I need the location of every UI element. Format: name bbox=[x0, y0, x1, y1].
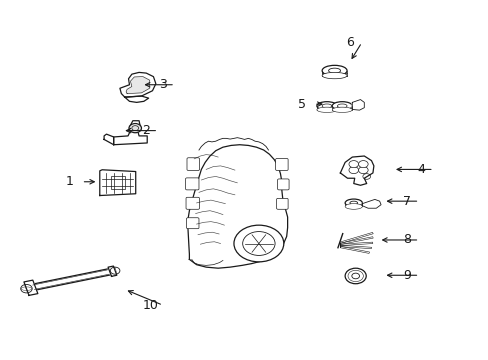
Text: 9: 9 bbox=[403, 269, 410, 282]
Text: 8: 8 bbox=[403, 234, 410, 247]
Circle shape bbox=[358, 161, 367, 168]
Text: 3: 3 bbox=[159, 78, 166, 91]
Polygon shape bbox=[340, 156, 373, 185]
Polygon shape bbox=[104, 134, 113, 145]
Polygon shape bbox=[100, 170, 136, 195]
Text: 7: 7 bbox=[403, 195, 410, 208]
Ellipse shape bbox=[345, 204, 362, 209]
Text: 5: 5 bbox=[297, 98, 305, 111]
Polygon shape bbox=[351, 100, 364, 110]
Circle shape bbox=[358, 167, 367, 174]
Ellipse shape bbox=[322, 66, 346, 76]
Polygon shape bbox=[24, 280, 38, 296]
Polygon shape bbox=[340, 246, 369, 253]
Polygon shape bbox=[362, 199, 380, 208]
Polygon shape bbox=[340, 242, 372, 246]
Ellipse shape bbox=[331, 102, 351, 110]
Polygon shape bbox=[126, 77, 149, 94]
Circle shape bbox=[345, 268, 366, 284]
Ellipse shape bbox=[316, 107, 336, 112]
FancyBboxPatch shape bbox=[186, 218, 199, 229]
Text: 4: 4 bbox=[417, 163, 425, 176]
Ellipse shape bbox=[322, 72, 346, 79]
Circle shape bbox=[129, 123, 141, 133]
Text: 1: 1 bbox=[65, 175, 73, 188]
Polygon shape bbox=[339, 233, 372, 243]
Circle shape bbox=[348, 161, 358, 168]
Polygon shape bbox=[339, 237, 372, 244]
Polygon shape bbox=[340, 245, 371, 249]
FancyBboxPatch shape bbox=[185, 178, 199, 190]
FancyBboxPatch shape bbox=[277, 179, 288, 190]
FancyBboxPatch shape bbox=[275, 158, 287, 171]
Circle shape bbox=[233, 225, 283, 262]
Polygon shape bbox=[108, 266, 117, 276]
Polygon shape bbox=[124, 96, 148, 102]
Bar bbox=[110, 176, 124, 189]
Polygon shape bbox=[113, 121, 147, 145]
Polygon shape bbox=[120, 72, 156, 97]
FancyBboxPatch shape bbox=[185, 197, 199, 209]
Polygon shape bbox=[25, 267, 116, 292]
Ellipse shape bbox=[345, 199, 362, 207]
FancyBboxPatch shape bbox=[276, 198, 287, 209]
Ellipse shape bbox=[316, 102, 336, 110]
FancyBboxPatch shape bbox=[186, 158, 199, 171]
Circle shape bbox=[132, 126, 138, 131]
Polygon shape bbox=[187, 145, 287, 268]
Circle shape bbox=[348, 167, 358, 174]
Text: 2: 2 bbox=[142, 124, 150, 137]
Text: 10: 10 bbox=[143, 299, 159, 312]
Ellipse shape bbox=[331, 107, 351, 112]
Text: 6: 6 bbox=[346, 36, 353, 49]
